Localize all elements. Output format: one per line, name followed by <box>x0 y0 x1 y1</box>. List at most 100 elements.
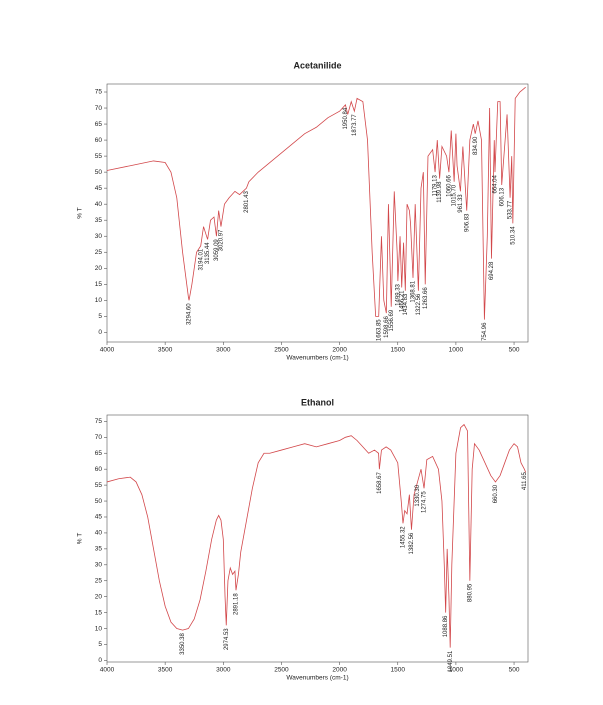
y-tick-label: 30 <box>95 562 103 569</box>
x-tick-label: 3000 <box>216 347 231 354</box>
y-tick-label: 60 <box>95 137 103 144</box>
peak-label: 510.34 <box>510 226 516 245</box>
spectrum-line <box>106 86 526 320</box>
peak-label: 961.33 <box>458 194 464 213</box>
peak-label: 1274.75 <box>422 491 428 513</box>
peak-label: 1873.77 <box>352 114 358 136</box>
y-tick-label: 10 <box>95 625 103 632</box>
y-tick-label: 70 <box>95 105 103 112</box>
y-tick-label: 45 <box>95 514 103 521</box>
y-tick-label: 65 <box>95 121 103 128</box>
x-tick-label: 3000 <box>216 667 231 674</box>
y-tick-label: 65 <box>95 450 103 457</box>
y-tick-label: 55 <box>95 482 103 489</box>
peak-label: 664.04 <box>493 174 499 193</box>
plot-frame <box>106 414 529 663</box>
x-axis-label: Wavenumbers (cm-1) <box>286 675 348 682</box>
x-tick-label: 500 <box>509 667 520 674</box>
y-tick-label: 0 <box>98 329 102 336</box>
peak-label: 3135.44 <box>205 242 211 264</box>
peak-label: 1658.67 <box>377 472 383 494</box>
peak-label: 1950.84 <box>343 107 349 129</box>
y-tick-label: 5 <box>98 313 102 320</box>
y-tick-label: 35 <box>95 217 103 224</box>
x-tick-label: 2000 <box>332 667 347 674</box>
peak-label: 1015.70 <box>452 184 458 206</box>
peak-label: 1499.33 <box>395 283 401 305</box>
y-tick-label: 40 <box>95 530 103 537</box>
y-tick-label: 75 <box>95 418 103 425</box>
y-tick-label: 60 <box>95 466 103 473</box>
y-tick-label: 50 <box>95 498 103 505</box>
peak-label: 1049.51 <box>448 650 454 672</box>
peak-label: 411.65 <box>522 472 528 491</box>
peak-label: 1139.98 <box>437 181 443 203</box>
peak-label: 3194.01 <box>198 248 204 270</box>
x-tick-label: 2500 <box>274 347 289 354</box>
y-tick-label: 5 <box>98 641 102 648</box>
y-tick-label: 50 <box>95 169 103 176</box>
peak-label: 1330.30 <box>415 484 421 506</box>
x-tick-label: 1500 <box>391 667 406 674</box>
peak-label: 1060.66 <box>446 174 452 196</box>
peak-label: 1263.66 <box>423 287 429 309</box>
y-tick-label: 25 <box>95 249 103 256</box>
peak-label: 754.96 <box>482 322 488 341</box>
y-tick-label: 40 <box>95 201 103 208</box>
x-tick-label: 1000 <box>449 347 464 354</box>
peak-label: 1466.21 <box>399 290 405 312</box>
y-tick-label: 20 <box>95 265 103 272</box>
peak-label: 1598.66 <box>384 316 390 338</box>
plot-frame <box>106 83 529 343</box>
x-tick-label: 500 <box>509 347 520 354</box>
y-tick-label: 35 <box>95 546 103 553</box>
peak-label: 3350.38 <box>180 632 186 654</box>
x-tick-label: 1500 <box>391 347 406 354</box>
x-axis-label: Wavenumbers (cm-1) <box>286 355 348 362</box>
y-tick-label: 15 <box>95 281 103 288</box>
y-tick-label: 0 <box>98 657 102 664</box>
peak-label: 694.28 <box>489 261 495 280</box>
x-tick-label: 3500 <box>158 667 173 674</box>
x-tick-label: 2000 <box>332 347 347 354</box>
peak-label: 1455.32 <box>401 526 407 548</box>
peak-label: 1368.81 <box>411 280 417 302</box>
peak-label: 660.30 <box>493 484 499 503</box>
x-tick-label: 4000 <box>100 667 115 674</box>
y-tick-label: 15 <box>95 609 103 616</box>
peak-label: 533.77 <box>508 200 514 219</box>
peak-label: 3294.60 <box>187 303 193 325</box>
y-tick-label: 55 <box>95 153 103 160</box>
x-tick-label: 2500 <box>274 667 289 674</box>
spectrum-line <box>106 423 527 648</box>
peak-label: 3020.97 <box>219 229 225 251</box>
x-tick-label: 1000 <box>449 667 464 674</box>
y-tick-label: 20 <box>95 593 103 600</box>
peak-label: 606.13 <box>499 187 505 206</box>
peak-label: 2801.43 <box>244 191 250 213</box>
y-axis-label: % T <box>77 533 84 544</box>
peak-label: 1322.56 <box>416 293 422 315</box>
y-tick-label: 75 <box>95 89 103 96</box>
peak-label: 1179.13 <box>433 174 439 196</box>
y-axis-label: % T <box>77 207 84 218</box>
peak-label: 3059.09 <box>214 239 220 261</box>
peak-label: 2891.18 <box>234 593 240 615</box>
y-tick-label: 10 <box>95 297 103 304</box>
y-tick-label: 25 <box>95 577 103 584</box>
peak-label: 834.90 <box>473 136 479 155</box>
peak-label: 1556.69 <box>389 309 395 331</box>
peak-label: 880.95 <box>467 583 473 602</box>
x-tick-label: 3500 <box>158 347 173 354</box>
y-tick-label: 30 <box>95 233 103 240</box>
x-tick-label: 4000 <box>100 347 115 354</box>
peak-label: 906.83 <box>464 213 470 232</box>
peak-label: 1382.56 <box>409 532 415 554</box>
chart-title: Ethanol <box>301 397 334 407</box>
peak-label: 1434.83 <box>403 293 409 315</box>
peak-label: 1088.86 <box>443 615 449 637</box>
y-tick-label: 45 <box>95 185 103 192</box>
peak-label: 1663.85 <box>376 319 382 341</box>
peak-label: 2974.53 <box>224 628 230 650</box>
